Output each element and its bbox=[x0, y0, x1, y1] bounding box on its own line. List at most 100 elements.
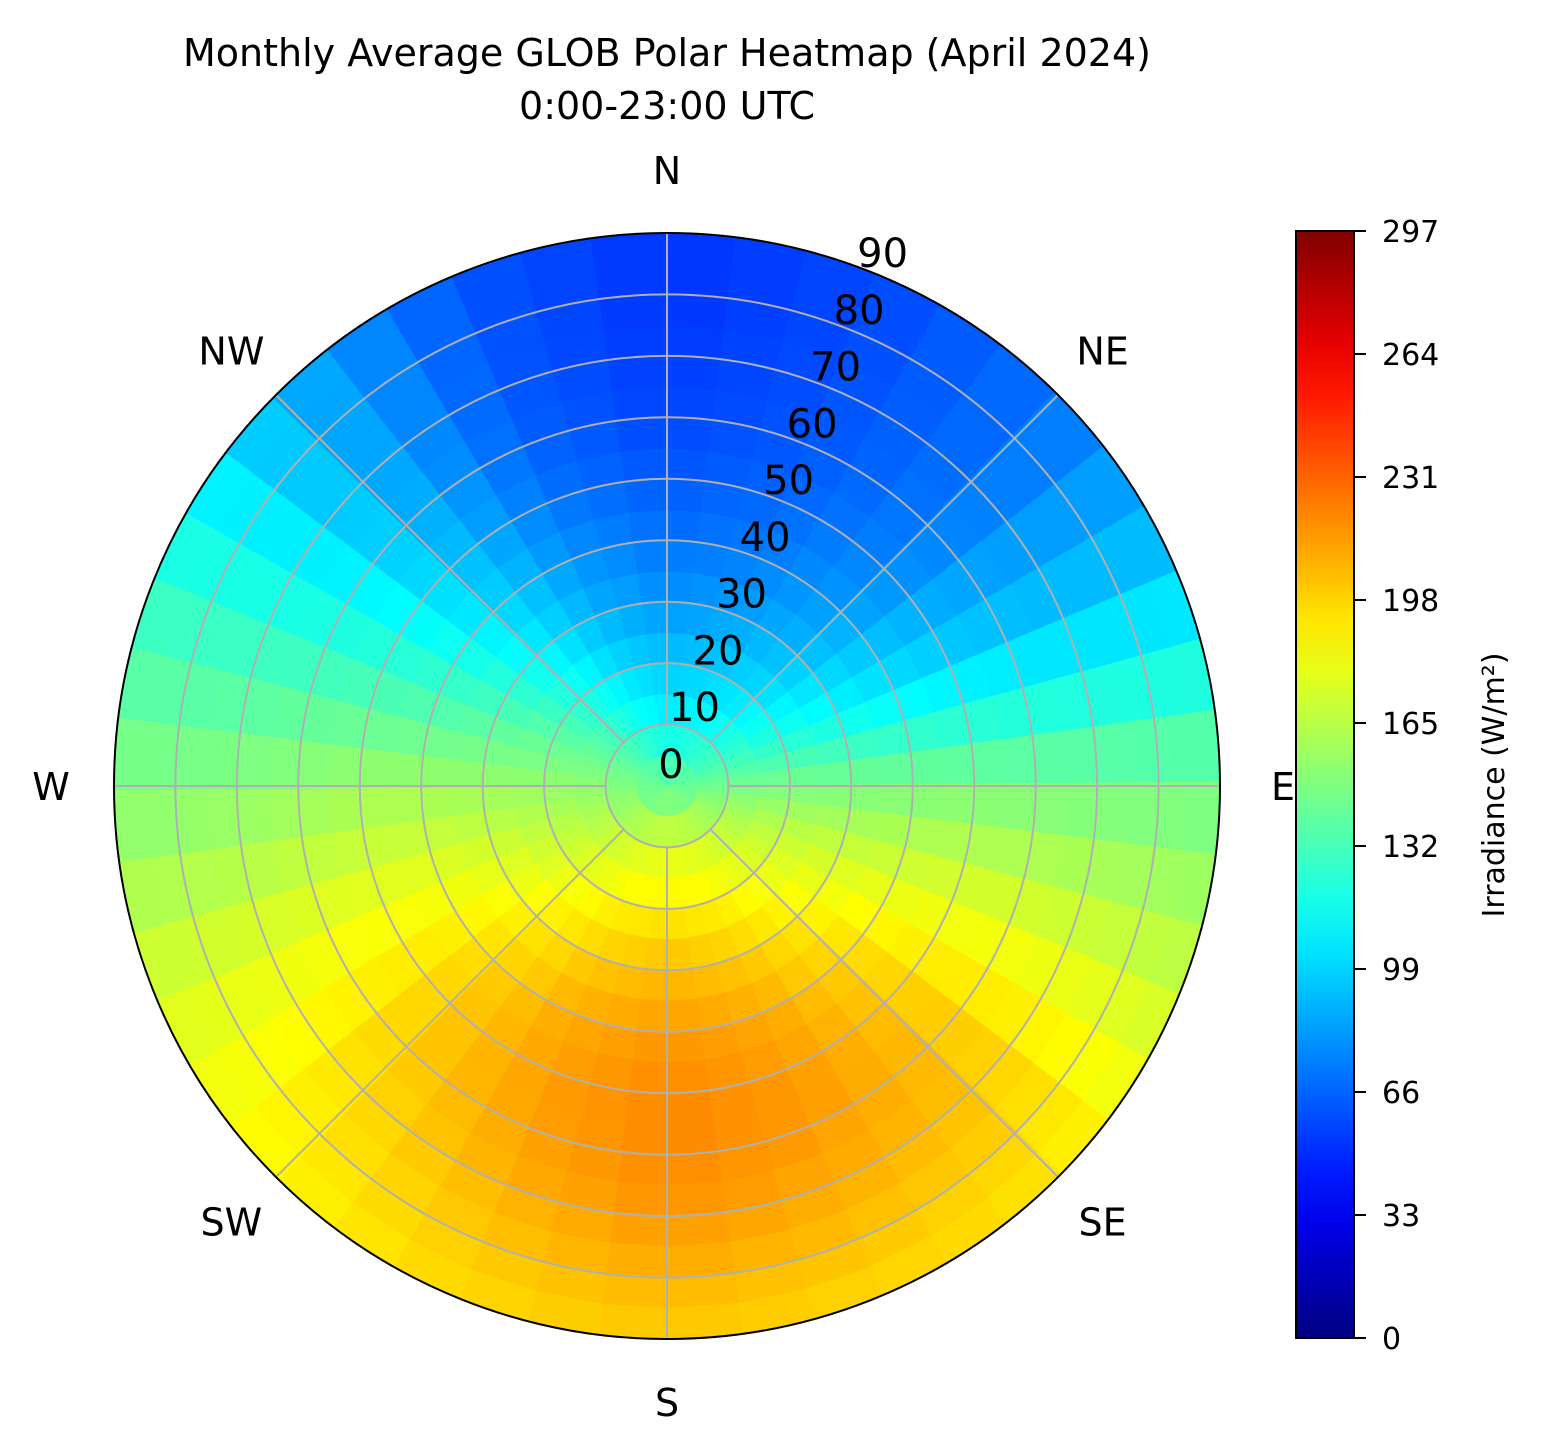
heatmap-cell bbox=[450, 784, 485, 817]
colorbar-tick-label: 231 bbox=[1382, 461, 1439, 496]
heatmap-cell bbox=[481, 784, 516, 812]
heatmap-cell bbox=[1123, 717, 1160, 790]
heatmap-cell bbox=[663, 324, 731, 361]
heatmap-cell bbox=[663, 1242, 736, 1279]
heatmap-cell bbox=[389, 783, 424, 825]
heatmap-cell bbox=[788, 764, 822, 788]
colorbar-tick-label: 132 bbox=[1382, 830, 1439, 865]
heatmap-cell bbox=[663, 293, 736, 330]
heatmap-cell bbox=[879, 751, 914, 789]
direction-labels: N NE E SE S SW W NW bbox=[32, 149, 1295, 1425]
heatmap-cell bbox=[358, 783, 394, 829]
heatmap-cell bbox=[849, 755, 884, 788]
radial-tick-label: 30 bbox=[716, 572, 767, 618]
radial-tick-label: 20 bbox=[693, 629, 744, 675]
colorbar-tick-label: 33 bbox=[1382, 1199, 1420, 1234]
colorbar-ticks: 0 33 66 99 132 165 198 231 264 297 bbox=[1354, 215, 1439, 1357]
direction-label: NW bbox=[198, 329, 264, 373]
radial-tick-label: 10 bbox=[669, 685, 720, 731]
heatmap-cell bbox=[266, 782, 303, 842]
colorbar-tick-label: 297 bbox=[1382, 215, 1439, 250]
heatmap-cell bbox=[297, 783, 333, 838]
heatmap-cell bbox=[970, 739, 1007, 789]
heatmap-cell bbox=[603, 324, 671, 361]
heatmap-cell bbox=[632, 539, 670, 574]
radial-tick-label: 90 bbox=[857, 231, 908, 277]
heatmap-cell bbox=[665, 937, 693, 972]
heatmap-cell bbox=[662, 1302, 744, 1339]
grid-spoke bbox=[275, 828, 625, 1178]
heatmap-cell bbox=[645, 631, 669, 665]
heatmap-cell bbox=[1183, 709, 1220, 791]
radial-tick-labels: 0 10 20 30 40 50 60 70 80 90 bbox=[658, 231, 908, 788]
heatmap-cell bbox=[664, 1029, 706, 1064]
radial-tick-label: 80 bbox=[834, 288, 885, 334]
heatmap-cell bbox=[636, 569, 669, 604]
heatmap-cell bbox=[611, 385, 671, 422]
polar-grid bbox=[114, 233, 1220, 1339]
heatmap-cell bbox=[940, 743, 976, 789]
colorbar-label: Irradiance (W/m²) bbox=[1477, 652, 1512, 917]
radial-tick-label: 0 bbox=[658, 742, 683, 788]
direction-label: NE bbox=[1076, 329, 1128, 373]
heatmap-cell bbox=[598, 293, 671, 330]
heatmap-cell bbox=[114, 781, 151, 863]
colorbar-tick-label: 165 bbox=[1382, 707, 1439, 742]
heatmap-cell bbox=[665, 968, 698, 1003]
colorbar-tick-label: 0 bbox=[1382, 1322, 1401, 1357]
heatmap-cell bbox=[664, 1120, 719, 1156]
heatmap-cell bbox=[205, 782, 242, 850]
colorbar-tick-label: 66 bbox=[1382, 1076, 1420, 1111]
heatmap-cell bbox=[641, 600, 669, 635]
heatmap-cell bbox=[663, 1150, 723, 1187]
colorbar-tick-label: 99 bbox=[1382, 953, 1420, 988]
heatmap-cell bbox=[620, 446, 670, 483]
chart-subtitle: 0:00-23:00 UTC bbox=[519, 84, 815, 128]
grid-spoke bbox=[709, 828, 1059, 1178]
heatmap-cell bbox=[327, 783, 364, 833]
heatmap-cell bbox=[174, 782, 211, 855]
heatmap-cell bbox=[664, 1089, 714, 1126]
heatmap-cell bbox=[512, 784, 546, 808]
heatmap-cell bbox=[1092, 782, 1129, 850]
radial-tick-label: 70 bbox=[810, 345, 861, 391]
heatmap-cell bbox=[663, 1211, 731, 1248]
heatmap-cell bbox=[598, 1242, 671, 1279]
radial-tick-label: 40 bbox=[740, 515, 791, 561]
plot-border bbox=[113, 232, 1221, 1340]
colorbar bbox=[1295, 230, 1355, 1339]
direction-label: SW bbox=[201, 1201, 263, 1245]
heatmap-cell bbox=[1001, 734, 1037, 789]
direction-label: E bbox=[1271, 765, 1295, 809]
radial-tick-label: 50 bbox=[763, 458, 814, 504]
radial-tick-label: 60 bbox=[787, 401, 838, 447]
heatmap-cell bbox=[603, 1211, 671, 1248]
direction-label: SE bbox=[1079, 1201, 1127, 1245]
heatmap-cell bbox=[818, 760, 853, 788]
heatmap-cell bbox=[235, 782, 272, 846]
colorbar-tick-label: 198 bbox=[1382, 584, 1439, 619]
heatmap-cell bbox=[664, 998, 702, 1033]
colorbar-tick-label: 264 bbox=[1382, 338, 1439, 373]
direction-label: W bbox=[32, 765, 70, 809]
heatmap-cell bbox=[174, 717, 211, 790]
direction-label: S bbox=[655, 1381, 679, 1425]
heatmap-cell bbox=[624, 477, 670, 513]
heatmap-cell bbox=[205, 722, 242, 790]
heatmap-cell bbox=[1062, 726, 1099, 790]
heatmap-cell bbox=[628, 508, 670, 543]
heatmap-cell bbox=[420, 783, 455, 821]
grid-spoke bbox=[275, 394, 625, 744]
heatmap-cell bbox=[664, 1059, 710, 1095]
heatmap-cell bbox=[590, 233, 672, 270]
heatmap-cells bbox=[114, 233, 1220, 1339]
grid-spoke bbox=[709, 394, 1059, 744]
heatmap-cell bbox=[665, 907, 689, 941]
heatmap-cell bbox=[1031, 730, 1068, 790]
heatmap-cell bbox=[1092, 722, 1129, 790]
heatmap-cell bbox=[615, 416, 670, 452]
chart-title: Monthly Average GLOB Polar Heatmap (Apri… bbox=[183, 31, 1151, 75]
heatmap-cell bbox=[663, 1181, 727, 1218]
heatmap-cell bbox=[607, 354, 671, 391]
